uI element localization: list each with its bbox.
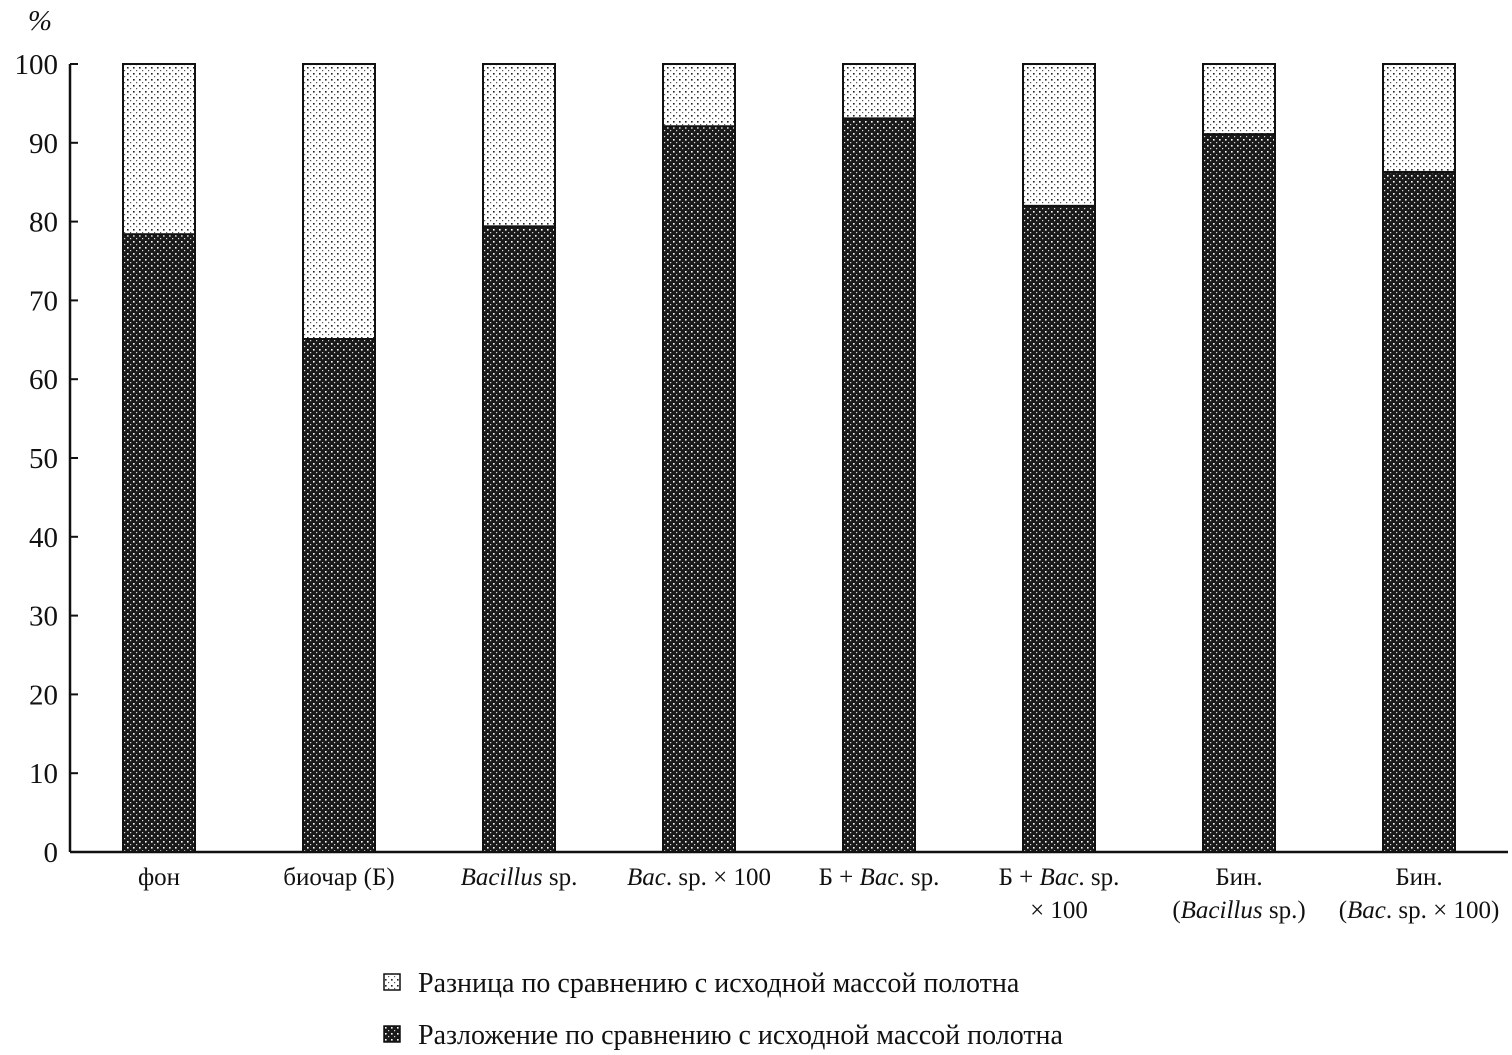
y-axis-label: % bbox=[28, 5, 52, 37]
legend-label: Разница по сравнению с исходной массой п… bbox=[418, 968, 1020, 999]
bar-segment-decomposition bbox=[1382, 170, 1456, 853]
x-tick-label: × 100 bbox=[1030, 897, 1088, 924]
label-segment: sp.) bbox=[1263, 897, 1306, 924]
label-segment: Б + bbox=[999, 864, 1040, 891]
bar-segment-decomposition bbox=[662, 125, 736, 853]
x-tick-label: (Bac. sp. × 100) bbox=[1339, 897, 1500, 924]
bar-segment-difference bbox=[482, 63, 556, 228]
bar-segment-difference bbox=[122, 63, 196, 236]
x-tick-label: фон bbox=[138, 864, 180, 891]
label-segment: sp. bbox=[543, 864, 578, 891]
bar-segment-decomposition bbox=[482, 225, 556, 853]
y-tick-label: 50 bbox=[29, 443, 58, 475]
bar-segment-decomposition bbox=[1202, 133, 1276, 853]
label-segment: ( bbox=[1339, 897, 1347, 924]
label-segment: Bac bbox=[1040, 864, 1079, 891]
x-tick-label: Б + Bac. sp. bbox=[999, 864, 1120, 891]
label-segment: фон bbox=[138, 864, 180, 891]
label-segment: Бин. bbox=[1215, 864, 1262, 891]
x-tick-label: биочар (Б) bbox=[283, 864, 394, 891]
label-segment: . sp. bbox=[1078, 864, 1119, 891]
legend-label: Разложение по сравнению с исходной массо… bbox=[418, 1020, 1064, 1051]
label-segment: Бин. bbox=[1395, 864, 1442, 891]
x-tick-label: Bacillus sp. bbox=[461, 864, 578, 891]
label-segment: Bac bbox=[860, 864, 899, 891]
label-segment: биочар (Б) bbox=[283, 864, 394, 891]
y-tick-label: 60 bbox=[29, 364, 58, 396]
bar-segment-difference bbox=[1202, 63, 1276, 136]
bar-segment-difference bbox=[302, 63, 376, 341]
label-segment: . sp. bbox=[898, 864, 939, 891]
bar-segment-difference bbox=[842, 63, 916, 120]
label-segment: Bac bbox=[627, 864, 666, 891]
legend-swatch bbox=[383, 973, 401, 991]
x-tick-label: Бин. bbox=[1395, 864, 1442, 891]
bar-segment-difference bbox=[1022, 63, 1096, 207]
label-segment: . sp. × 100) bbox=[1386, 897, 1499, 924]
label-segment: Bacillus bbox=[461, 864, 543, 891]
bar-segment-difference bbox=[662, 63, 736, 128]
legend-swatch bbox=[383, 1025, 401, 1043]
x-tick-label: Бин. bbox=[1215, 864, 1262, 891]
x-tick-label: Б + Bac. sp. bbox=[819, 864, 940, 891]
label-segment: Б + bbox=[819, 864, 860, 891]
y-tick-label: 40 bbox=[29, 522, 58, 554]
y-tick-label: 20 bbox=[29, 679, 58, 711]
label-segment: × 100 bbox=[1030, 897, 1088, 924]
y-tick-label: 10 bbox=[29, 758, 58, 790]
y-tick-label: 100 bbox=[15, 49, 59, 81]
y-tick-label: 0 bbox=[44, 837, 59, 869]
bar-segment-decomposition bbox=[842, 117, 916, 853]
label-segment: Bac bbox=[1347, 897, 1386, 924]
bar-segment-difference bbox=[1382, 63, 1456, 173]
bar-segment-decomposition bbox=[1022, 204, 1096, 853]
label-segment: ( bbox=[1172, 897, 1180, 924]
y-tick-label: 30 bbox=[29, 601, 58, 633]
label-segment: . sp. × 100 bbox=[666, 864, 771, 891]
y-tick-label: 90 bbox=[29, 128, 58, 160]
label-segment: Bacillus bbox=[1181, 897, 1263, 924]
y-tick-label: 70 bbox=[29, 285, 58, 317]
x-tick-label: (Bacillus sp.) bbox=[1172, 897, 1305, 924]
bar-segment-decomposition bbox=[122, 233, 196, 853]
x-tick-label: Bac. sp. × 100 bbox=[627, 864, 771, 891]
y-tick-label: 80 bbox=[29, 207, 58, 239]
bar-segment-decomposition bbox=[302, 338, 376, 853]
